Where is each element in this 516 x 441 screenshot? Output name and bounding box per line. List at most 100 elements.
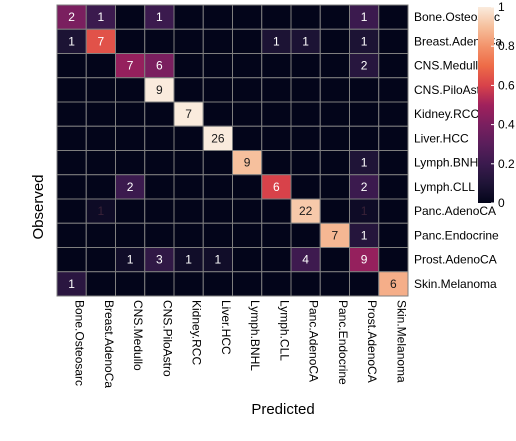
heatmap-cell — [173, 28, 204, 54]
heatmap-cell — [56, 125, 87, 151]
heatmap-cell — [261, 53, 292, 79]
cell-value-label: 1 — [98, 204, 105, 218]
heatmap-cell — [232, 247, 263, 273]
cell-value-label: 1 — [68, 277, 75, 291]
heatmap-cell — [85, 150, 116, 176]
heatmap-cell — [261, 222, 292, 248]
heatmap-cell — [319, 77, 350, 103]
row-tick-label: Lymph.BNHL — [414, 156, 485, 170]
heatmap-cell — [319, 174, 350, 200]
heatmap-cell — [261, 101, 292, 127]
heatmap-cell — [349, 150, 380, 176]
heatmap-cell — [232, 222, 263, 248]
cell-value-label: 1 — [361, 156, 368, 170]
heatmap-cell — [232, 198, 263, 224]
column-tick-label: Lymph.CLL — [277, 300, 291, 361]
colorbar-tick-label: 1 — [498, 0, 505, 14]
heatmap-cell — [85, 77, 116, 103]
cell-value-label: 7 — [332, 228, 339, 242]
row-tick-label: Skin.Melanoma — [414, 277, 497, 291]
heatmap-cell — [173, 271, 204, 297]
heatmap-cell — [56, 77, 87, 103]
cell-value-label: 3 — [156, 253, 163, 267]
heatmap-cell — [319, 4, 350, 30]
heatmap-cell — [290, 4, 321, 30]
cell-value-label: 1 — [127, 253, 134, 267]
column-tick-label: Prost.AdenoCA — [365, 300, 379, 383]
colorbar-tick-label: 0 — [498, 196, 505, 210]
heatmap-cell — [144, 174, 175, 200]
heatmap-cell — [173, 222, 204, 248]
row-tick-label: Panc.AdenoCA — [414, 204, 496, 218]
heatmap-cell — [319, 101, 350, 127]
cell-value-label: 6 — [273, 180, 280, 194]
colorbar-tick-label: 0.6 — [498, 78, 515, 92]
heatmap-cell — [378, 53, 409, 79]
heatmap-cell — [144, 150, 175, 176]
heatmap-cell — [290, 222, 321, 248]
cell-value-label: 22 — [299, 204, 313, 218]
heatmap-cell — [56, 222, 87, 248]
heatmap-cell — [202, 198, 233, 224]
heatmap-cell — [349, 247, 380, 273]
heatmap-cell — [319, 125, 350, 151]
heatmap-cell — [232, 28, 263, 54]
heatmap-cell — [378, 271, 409, 297]
cell-value-label: 1 — [361, 34, 368, 48]
heatmap-cell — [85, 198, 116, 224]
cell-value-label: 9 — [156, 83, 163, 97]
heatmap-cell — [115, 125, 146, 151]
heatmap-cell — [232, 101, 263, 127]
heatmap-cell — [144, 125, 175, 151]
colorbar-gradient — [478, 7, 494, 203]
x-axis-title: Predicted — [251, 401, 314, 418]
heatmap-cell — [56, 101, 87, 127]
column-tick-labels: Bone.Osteosarc Breast.AdenoCa CNS.Medullo C… — [73, 300, 409, 388]
heatmap-cell — [290, 271, 321, 297]
heatmap-cell — [85, 174, 116, 200]
cell-value-label: 1 — [98, 10, 105, 24]
heatmap-cell — [290, 28, 321, 54]
colorbar-tick-label: 0.2 — [498, 157, 515, 171]
heatmap-cell — [56, 53, 87, 79]
heatmap-cell — [173, 150, 204, 176]
column-tick-label: Panc.Endocrine — [336, 300, 350, 385]
heatmap-cell — [261, 77, 292, 103]
row-tick-label: Prost.AdenoCA — [414, 253, 497, 267]
heatmap-cell — [290, 198, 321, 224]
row-tick-label: CNS.Medullo — [414, 59, 485, 73]
cell-value-label: 1 — [302, 34, 309, 48]
heatmap-cell — [232, 125, 263, 151]
heatmap-cell — [202, 4, 233, 30]
heatmap-cell — [349, 271, 380, 297]
heatmap-cell — [378, 198, 409, 224]
heatmap-cell — [85, 271, 116, 297]
heatmap-cell — [173, 125, 204, 151]
column-tick-label: Lymph.BNHL — [248, 300, 262, 371]
heatmap-cell — [202, 53, 233, 79]
heatmap-cell — [202, 77, 233, 103]
heatmap-cell — [261, 198, 292, 224]
cell-value-label: 7 — [127, 59, 134, 73]
heatmap-cell — [115, 222, 146, 248]
heatmap-cell — [202, 28, 233, 54]
cell-value-label: 1 — [361, 204, 368, 218]
heatmap-cell — [144, 101, 175, 127]
column-tick-label: Breast.AdenoCa — [102, 300, 116, 388]
heatmap-cell — [232, 77, 263, 103]
heatmap-cell — [349, 77, 380, 103]
heatmap-cell — [261, 247, 292, 273]
column-tick-label: CNS.PiloAstro — [160, 300, 174, 377]
heatmap-cell — [56, 247, 87, 273]
heatmap-cell — [202, 101, 233, 127]
heatmap-cell — [349, 53, 380, 79]
column-tick-label: Kidney.RCC — [190, 300, 204, 365]
heatmap-cell — [290, 77, 321, 103]
heatmap-cell — [202, 271, 233, 297]
cell-value-label: 6 — [390, 277, 397, 291]
heatmap-cell — [85, 222, 116, 248]
heatmap-cell — [290, 150, 321, 176]
heatmap-cell — [144, 198, 175, 224]
heatmap-cell — [56, 174, 87, 200]
